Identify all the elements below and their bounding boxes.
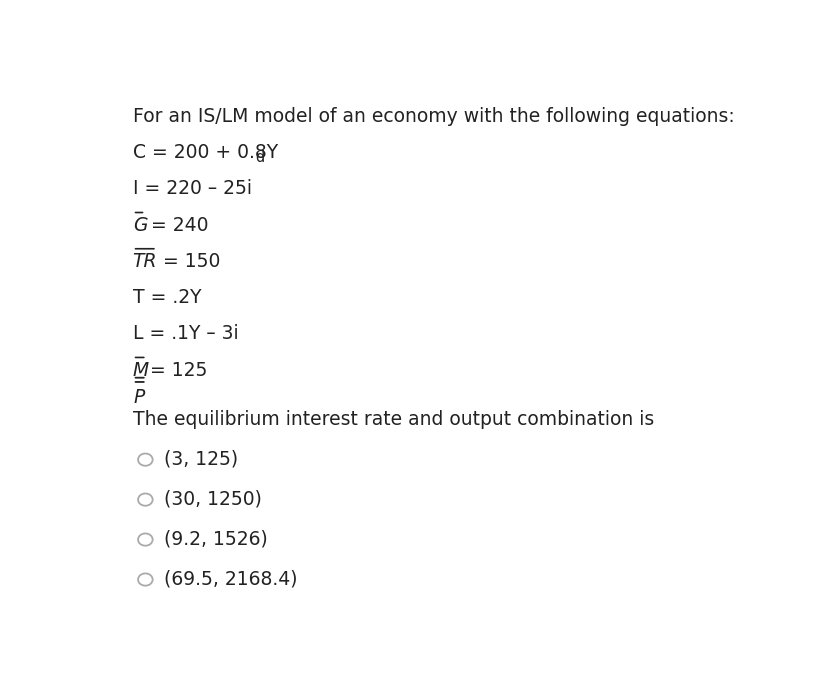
Text: TR: TR	[133, 252, 157, 271]
Text: d: d	[255, 150, 264, 165]
Text: The equilibrium interest rate and output combination is: The equilibrium interest rate and output…	[133, 410, 654, 428]
Text: L = .1Y – 3i: L = .1Y – 3i	[133, 325, 238, 343]
Text: (3, 125): (3, 125)	[164, 450, 239, 468]
Text: = 240: = 240	[146, 216, 209, 235]
Text: = 125: = 125	[150, 361, 207, 380]
Text: For an IS/LM model of an economy with the following equations:: For an IS/LM model of an economy with th…	[133, 107, 735, 126]
Text: M: M	[133, 361, 149, 380]
Text: (69.5, 2168.4): (69.5, 2168.4)	[164, 570, 298, 588]
Text: = 150: = 150	[157, 252, 220, 271]
Text: G: G	[133, 216, 147, 235]
Text: P: P	[134, 388, 146, 408]
Text: I = 220 – 25i: I = 220 – 25i	[133, 179, 252, 199]
Text: (30, 1250): (30, 1250)	[164, 489, 263, 509]
Text: T = .2Y: T = .2Y	[133, 288, 201, 307]
Text: (9.2, 1526): (9.2, 1526)	[164, 529, 268, 549]
Text: C = 200 + 0.8Y: C = 200 + 0.8Y	[133, 143, 278, 162]
